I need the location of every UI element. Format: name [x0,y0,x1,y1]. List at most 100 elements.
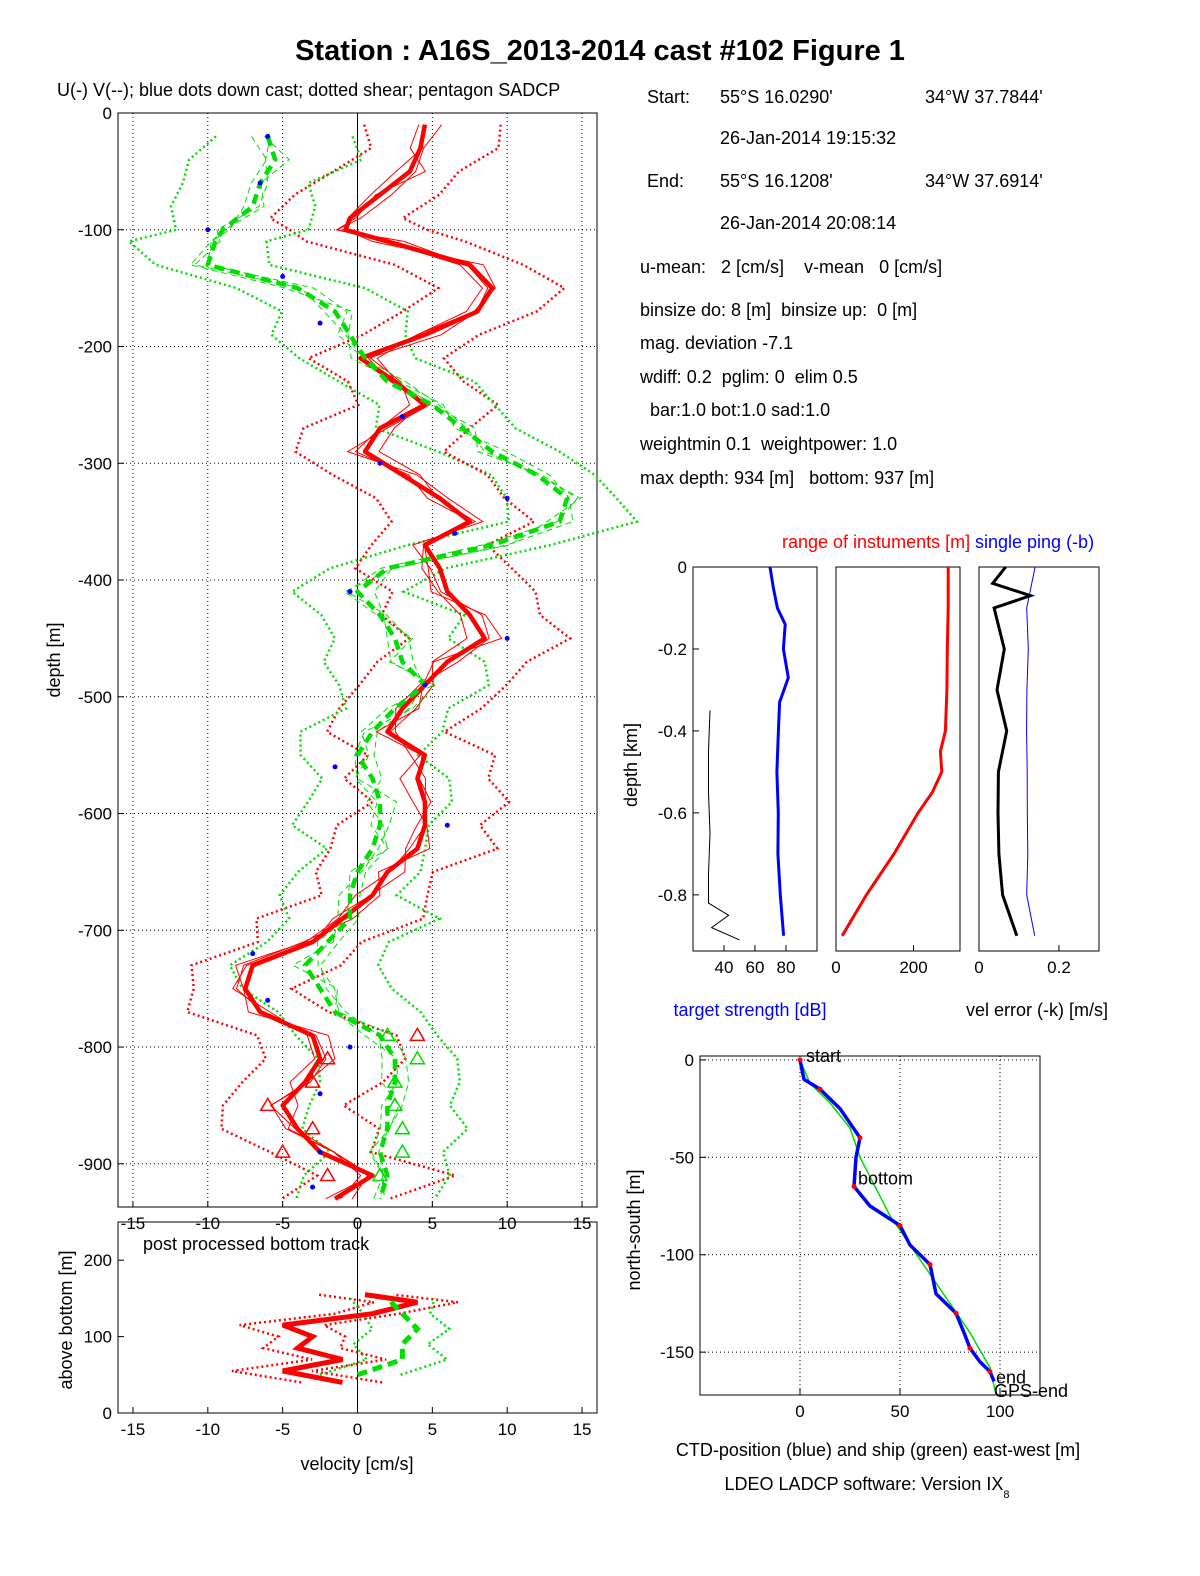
ctd-track-marker [987,1369,993,1375]
instrument-range-x-tick-label: 0 [831,958,840,977]
velocity-x-tick-label: -5 [275,1214,290,1233]
param-line: bar:1.0 bot:1.0 sad:1.0 [640,400,830,420]
downcast-point [257,180,263,186]
downcast-point [504,635,510,641]
u-shear-envelope [185,124,441,1200]
bottom-track-u-envelope [311,1293,459,1384]
position-x-tick-label: 50 [891,1402,910,1421]
param-line: u-mean: 2 [cm/s] v-mean 0 [cm/s] [640,257,942,277]
velocity-error-x-tick-label: 0.2 [1047,958,1071,977]
target-strength-y-tick-label: -0.2 [658,640,687,659]
ctd-track-marker [857,1135,863,1141]
velocity-y-tick-label: 0 [103,104,112,123]
ctd-track-marker [953,1310,959,1316]
sadcp-marker [304,1073,321,1088]
velocity-y-tick-label: -800 [78,1038,112,1057]
downcast-point [265,133,271,139]
downcast-point [422,682,428,688]
bottom-track-plot: -15 -10 -5 0 5 10 15 0 100 200 [84,1221,598,1439]
target-strength-line [768,566,790,936]
sadcp-marker [386,1096,404,1112]
single-ping-title: single ping (-b) [975,532,1094,552]
velocity-y-tick-label: -500 [78,688,112,707]
sadcp-marker [319,1050,336,1065]
software-version: LDEO LADCP software: Version IX8 [725,1474,1010,1501]
bottom-track-v-envelope [319,1297,374,1376]
param-line: wdiff: 0.2 pglim: 0 elim 0.5 [639,367,858,387]
instrument-range-x-tick-label: 200 [899,958,927,977]
velocity-error-x-tick-label: 0 [974,958,983,977]
target-strength-xlabel: target strength [dB] [673,1000,826,1020]
sadcp-marker [304,1120,321,1135]
start-longitude: 34°W 37.7844' [925,87,1043,107]
sadcp-marker [409,1026,426,1042]
position-x-tick-label: 0 [795,1402,804,1421]
u-shear-envelope [288,124,573,1200]
target-strength-x-tick-label: 80 [777,958,796,977]
instrument-range-plot: 0 200 [831,566,961,977]
sadcp-marker [371,1166,389,1182]
instrument-range-frame [835,566,961,952]
v-profile-thin [193,136,574,1199]
end-time: 26-Jan-2014 20:08:14 [720,213,896,233]
ctd-track-marker [897,1223,903,1228]
ctd-track-marker [797,1057,803,1063]
bottom-track-y-tick-label: 200 [84,1251,112,1270]
downcast-point [377,460,383,466]
position-annotation-gps-end: GPS-end [994,1381,1068,1401]
target-strength-plot: 40 60 80 0 -0.2 -0.4 -0.6 -0.8 [658,558,818,977]
velocity-y-tick-label: -900 [78,1155,112,1174]
bottom-track-ylabel: above bottom [m] [56,1250,76,1389]
param-line: max depth: 934 [m] bottom: 937 [m] [640,468,934,488]
bottom-track-y-tick-label: 100 [84,1328,112,1347]
velocity-error-frame [978,566,1100,952]
velocity-y-tick-label: -100 [78,221,112,240]
bottom-track-title: post processed bottom track [143,1234,370,1254]
start-time: 26-Jan-2014 19:15:32 [720,128,896,148]
processing-parameters: u-mean: 2 [cm/s] v-mean 0 [cm/s] binsize… [639,257,942,488]
ctd-track-marker [967,1345,973,1351]
velocity-xlabel: velocity [cm/s] [300,1454,413,1474]
position-frame [699,1055,1041,1396]
downcast-point [317,1091,323,1097]
software-version-subscript: 8 [1003,1489,1009,1501]
bottom-track-x-tick-label: -10 [196,1420,221,1439]
velocity-x-tick-label: 15 [573,1214,592,1233]
sadcp-marker [409,1050,426,1065]
bottom-track-v [356,1296,421,1378]
velocity-y-tick-label: -300 [78,454,112,473]
downcast-point [399,414,405,420]
ctd-track-marker [851,1184,857,1190]
bottom-track-u-envelope [231,1293,375,1384]
position-ylabel: north-south [m] [624,1169,644,1290]
ship-track [799,1059,997,1396]
bottom-track-x-tick-label: 5 [428,1420,437,1439]
position-y-tick-label: -150 [660,1343,694,1362]
velocity-error-plot: 0 0.2 [974,566,1100,977]
target-strength-x-tick-label: 40 [715,958,734,977]
target-strength-y-tick-label: -0.4 [658,722,687,741]
downcast-point [347,1044,353,1050]
param-line: mag. deviation -7.1 [640,333,793,353]
target-strength-ylabel: depth [km] [621,723,641,807]
single-ping-error-line [1026,566,1036,936]
downcast-point [452,530,458,536]
u-profile-thin [234,124,490,1200]
v-profile [205,135,570,1200]
sadcp-marker [386,1073,404,1088]
instrument-range-line [840,567,950,937]
param-line: weightmin 0.1 weightpower: 1.0 [639,434,897,454]
target-strength-frame [692,566,818,952]
instrument-range-title: range of instuments [m] [782,532,970,552]
bottom-track-u [281,1292,419,1385]
figure-title: Station : A16S_2013-2014 cast #102 Figur… [295,35,905,67]
v-profile-thin [189,136,579,1199]
downcast-point [250,951,256,957]
v-profile-thin [206,136,582,1199]
downcast-point [310,1184,316,1190]
downcast-point [317,320,323,326]
velocity-y-tick-label: -600 [78,805,112,824]
bottom-track-y-tick-label: 0 [103,1404,112,1423]
